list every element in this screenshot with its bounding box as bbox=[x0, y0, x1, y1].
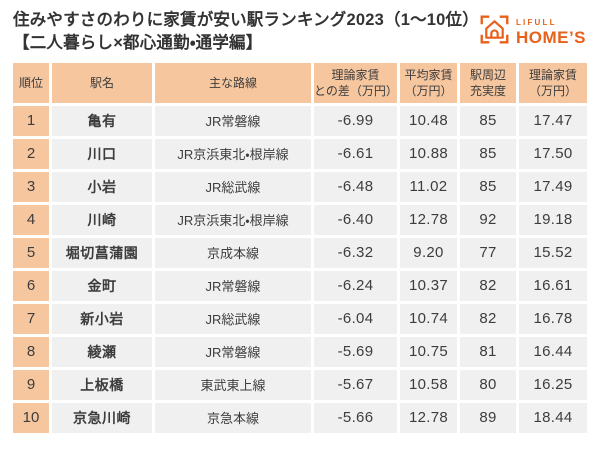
theoretical-rent-cell: 17.50 bbox=[519, 138, 587, 169]
col-header-fulfillment: 駅周辺 充実度 bbox=[460, 62, 516, 103]
line-cell: JR京浜東北・根岸線 bbox=[155, 138, 311, 169]
avg-rent-cell: 10.75 bbox=[400, 336, 457, 367]
rent-diff-cell: -5.66 bbox=[314, 402, 397, 433]
table-row: 10 京急川崎 京急本線 -5.66 12.78 89 18.44 bbox=[13, 402, 587, 433]
rent-diff-cell: -6.32 bbox=[314, 237, 397, 268]
avg-rent-cell: 10.48 bbox=[400, 105, 457, 136]
station-cell: 川口 bbox=[52, 138, 152, 169]
rank-cell: 3 bbox=[13, 171, 49, 202]
theoretical-rent-cell: 17.47 bbox=[519, 105, 587, 136]
fulfillment-cell: 80 bbox=[460, 369, 516, 400]
col-header-rank: 順位 bbox=[13, 62, 49, 103]
col-header-theoretical-rent: 理論家賃 （万円） bbox=[519, 62, 587, 103]
rent-diff-cell: -6.99 bbox=[314, 105, 397, 136]
table-row: 6 金町 JR常磐線 -6.24 10.37 82 16.61 bbox=[13, 270, 587, 301]
avg-rent-cell: 10.88 bbox=[400, 138, 457, 169]
col-header-avg-rent: 平均家賃 （万円） bbox=[400, 62, 457, 103]
rent-diff-cell: -6.24 bbox=[314, 270, 397, 301]
logo-lifull-text: LIFULL bbox=[515, 17, 557, 27]
avg-rent-cell: 9.20 bbox=[400, 237, 457, 268]
col-header-station: 駅名 bbox=[52, 62, 152, 103]
fulfillment-cell: 89 bbox=[460, 402, 516, 433]
fulfillment-cell: 85 bbox=[460, 105, 516, 136]
rent-diff-cell: -6.04 bbox=[314, 303, 397, 334]
avg-rent-cell: 11.02 bbox=[400, 171, 457, 202]
station-cell: 上板橋 bbox=[52, 369, 152, 400]
line-cell: 京急本線 bbox=[155, 402, 311, 433]
fulfillment-cell: 81 bbox=[460, 336, 516, 367]
rent-diff-cell: -5.69 bbox=[314, 336, 397, 367]
station-cell: 新小岩 bbox=[52, 303, 152, 334]
page-title: 住みやすさのわりに家賃が安い駅ランキング2023（1～10位） 【二人暮らし×都… bbox=[13, 9, 479, 56]
line-cell: JR常磐線 bbox=[155, 105, 311, 136]
page-title-line1: 住みやすさのわりに家賃が安い駅ランキング2023（1～10位） bbox=[13, 11, 479, 29]
line-cell: JR総武線 bbox=[155, 171, 311, 202]
fulfillment-cell: 85 bbox=[460, 138, 516, 169]
rent-diff-cell: -5.67 bbox=[314, 369, 397, 400]
station-cell: 川崎 bbox=[52, 204, 152, 235]
rent-diff-cell: -6.61 bbox=[314, 138, 397, 169]
theoretical-rent-cell: 18.44 bbox=[519, 402, 587, 433]
rank-cell: 6 bbox=[13, 270, 49, 301]
table-row: 1 亀有 JR常磐線 -6.99 10.48 85 17.47 bbox=[13, 105, 587, 136]
logo-homes-text: HOME’S bbox=[515, 27, 586, 47]
fulfillment-cell: 85 bbox=[460, 171, 516, 202]
avg-rent-cell: 10.37 bbox=[400, 270, 457, 301]
table-row: 9 上板橋 東武東上線 -5.67 10.58 80 16.25 bbox=[13, 369, 587, 400]
theoretical-rent-cell: 16.44 bbox=[519, 336, 587, 367]
rank-cell: 8 bbox=[13, 336, 49, 367]
station-cell: 京急川崎 bbox=[52, 402, 152, 433]
house-in-brackets-icon bbox=[479, 14, 510, 50]
theoretical-rent-cell: 17.49 bbox=[519, 171, 587, 202]
theoretical-rent-cell: 19.18 bbox=[519, 204, 587, 235]
avg-rent-cell: 10.58 bbox=[400, 369, 457, 400]
rank-cell: 2 bbox=[13, 138, 49, 169]
theoretical-rent-cell: 16.78 bbox=[519, 303, 587, 334]
table-row: 7 新小岩 JR総武線 -6.04 10.74 82 16.78 bbox=[13, 303, 587, 334]
rank-cell: 10 bbox=[13, 402, 49, 433]
rent-diff-cell: -6.40 bbox=[314, 204, 397, 235]
table-row: 3 小岩 JR総武線 -6.48 11.02 85 17.49 bbox=[13, 171, 587, 202]
lifull-homes-logo: LIFULL HOME’S bbox=[479, 14, 586, 50]
line-cell: JR常磐線 bbox=[155, 270, 311, 301]
rent-diff-cell: -6.48 bbox=[314, 171, 397, 202]
station-cell: 綾瀬 bbox=[52, 336, 152, 367]
col-header-rent-diff: 理論家賃 との差（万円） bbox=[314, 62, 398, 103]
rank-cell: 5 bbox=[13, 237, 49, 268]
page-header: 住みやすさのわりに家賃が安い駅ランキング2023（1～10位） 【二人暮らし×都… bbox=[0, 0, 600, 58]
table-row: 5 堀切菖蒲園 京成本線 -6.32 9.20 77 15.52 bbox=[13, 237, 587, 268]
fulfillment-cell: 92 bbox=[460, 204, 516, 235]
rank-cell: 1 bbox=[13, 105, 49, 136]
table-row: 4 川崎 JR京浜東北・根岸線 -6.40 12.78 92 19.18 bbox=[13, 204, 587, 235]
line-cell: JR常磐線 bbox=[155, 336, 311, 367]
station-cell: 小岩 bbox=[52, 171, 152, 202]
col-header-line: 主な路線 bbox=[155, 62, 311, 103]
rank-cell: 7 bbox=[13, 303, 49, 334]
fulfillment-cell: 77 bbox=[460, 237, 516, 268]
table-row: 2 川口 JR京浜東北・根岸線 -6.61 10.88 85 17.50 bbox=[13, 138, 587, 169]
ranking-table: 順位 駅名 主な路線 理論家賃 との差（万円） 平均家賃 （万円） 駅周辺 充実… bbox=[10, 60, 590, 436]
theoretical-rent-cell: 16.25 bbox=[519, 369, 587, 400]
line-cell: 京成本線 bbox=[155, 237, 311, 268]
station-cell: 堀切菖蒲園 bbox=[52, 237, 152, 268]
line-cell: 東武東上線 bbox=[155, 369, 311, 400]
theoretical-rent-cell: 15.52 bbox=[519, 237, 587, 268]
fulfillment-cell: 82 bbox=[460, 270, 516, 301]
line-cell: JR総武線 bbox=[155, 303, 311, 334]
table-row: 8 綾瀬 JR常磐線 -5.69 10.75 81 16.44 bbox=[13, 336, 587, 367]
page-title-line2: 【二人暮らし×都心通勤・通学編】 bbox=[13, 34, 263, 53]
line-cell: JR京浜東北・根岸線 bbox=[155, 204, 311, 235]
avg-rent-cell: 12.78 bbox=[400, 402, 457, 433]
station-cell: 金町 bbox=[52, 270, 152, 301]
rank-cell: 4 bbox=[13, 204, 49, 235]
avg-rent-cell: 12.78 bbox=[400, 204, 457, 235]
theoretical-rent-cell: 16.61 bbox=[519, 270, 587, 301]
logo-wordmark: LIFULL HOME’S bbox=[515, 17, 586, 47]
station-cell: 亀有 bbox=[52, 105, 152, 136]
table-header-row: 順位 駅名 主な路線 理論家賃 との差（万円） 平均家賃 （万円） 駅周辺 充実… bbox=[13, 62, 587, 103]
avg-rent-cell: 10.74 bbox=[400, 303, 457, 334]
fulfillment-cell: 82 bbox=[460, 303, 516, 334]
rank-cell: 9 bbox=[13, 369, 49, 400]
